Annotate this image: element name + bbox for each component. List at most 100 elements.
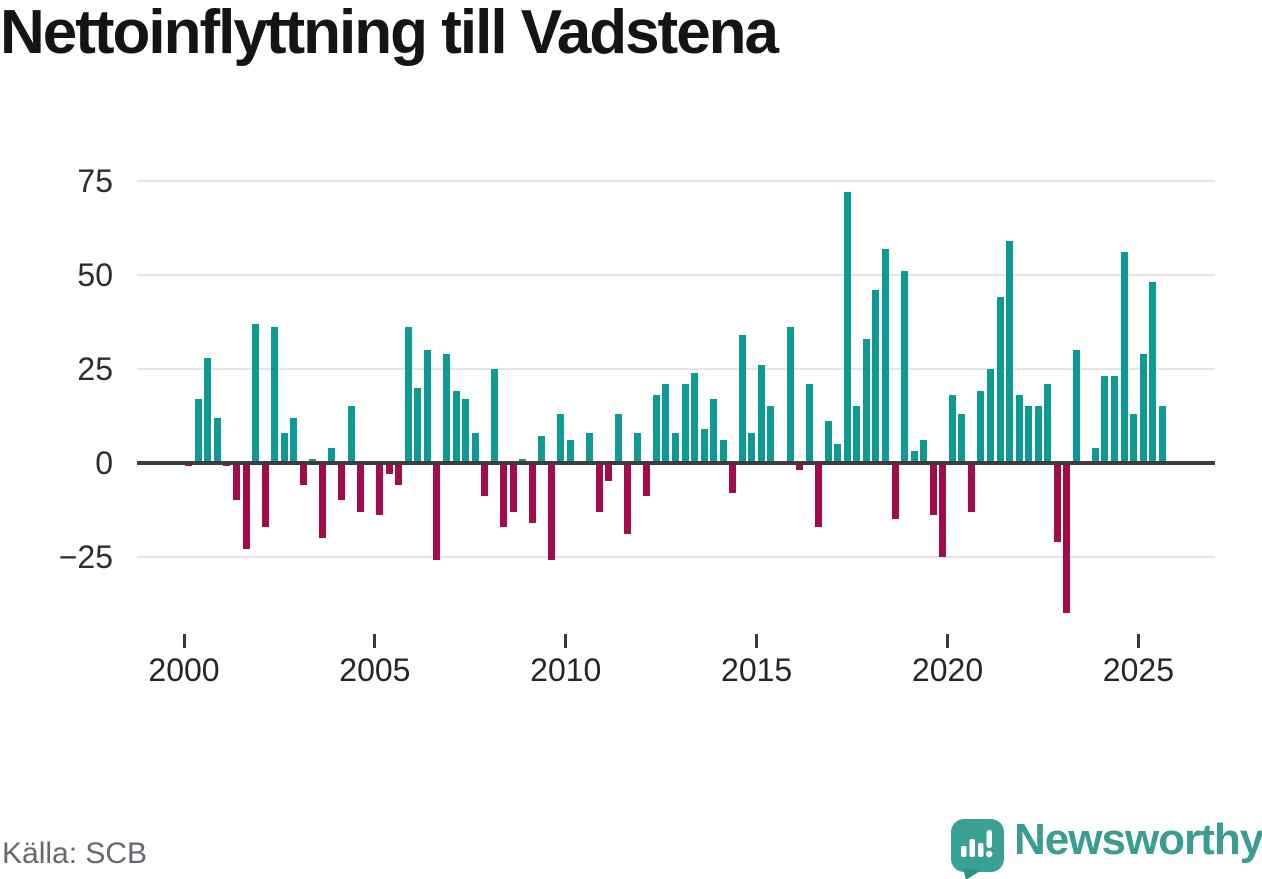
bar-2024q3 bbox=[1120, 252, 1128, 463]
bar-2008q2 bbox=[500, 462, 508, 527]
bar-2018q1 bbox=[872, 289, 880, 463]
bar-2007q4 bbox=[481, 462, 489, 497]
bar-2021q4 bbox=[1015, 395, 1023, 463]
bar-2012q3 bbox=[662, 383, 670, 463]
bar-2015q1 bbox=[757, 365, 765, 463]
bar-2002q4 bbox=[290, 417, 298, 463]
bar-2022q1 bbox=[1025, 406, 1033, 463]
x-axis-tick bbox=[182, 634, 186, 648]
bar-2014q1 bbox=[719, 440, 727, 463]
bar-2025q1 bbox=[1139, 353, 1147, 463]
bar-2001q3 bbox=[242, 462, 250, 550]
bar-2024q2 bbox=[1111, 376, 1119, 463]
bar-2007q3 bbox=[471, 432, 479, 463]
x-axis-label: 2005 bbox=[339, 652, 411, 688]
bar-2009q2 bbox=[538, 436, 546, 463]
bar-2014q4 bbox=[748, 432, 756, 463]
bar-2001q2 bbox=[232, 462, 240, 501]
y-axis-label: 75 bbox=[77, 162, 113, 199]
bar-2002q1 bbox=[261, 462, 269, 527]
bar-2001q4 bbox=[252, 323, 260, 463]
bar-2006q2 bbox=[423, 350, 431, 463]
bar-2011q3 bbox=[624, 462, 632, 535]
bar-2019q4 bbox=[939, 462, 947, 557]
y-axis-label: −25 bbox=[58, 538, 113, 575]
bar-2005q3 bbox=[395, 462, 403, 486]
bar-2016q4 bbox=[824, 421, 832, 463]
bar-2014q2 bbox=[729, 462, 737, 493]
bar-2013q2 bbox=[691, 372, 699, 463]
bar-2012q1 bbox=[643, 462, 651, 497]
bar-2017q3 bbox=[853, 406, 861, 463]
bar-2025q3 bbox=[1158, 406, 1166, 463]
bar-2005q4 bbox=[404, 327, 412, 463]
gridline bbox=[137, 367, 1215, 370]
bar-2006q1 bbox=[414, 387, 422, 463]
bar-2000q3 bbox=[204, 357, 212, 463]
bar-2022q4 bbox=[1053, 462, 1061, 542]
x-axis-tick bbox=[755, 634, 759, 648]
bar-2007q2 bbox=[462, 398, 470, 463]
bar-2020q1 bbox=[948, 395, 956, 463]
bar-2006q3 bbox=[433, 462, 441, 561]
bar-2023q4 bbox=[1091, 447, 1099, 463]
bar-2008q3 bbox=[509, 462, 517, 512]
x-axis-tick bbox=[564, 634, 568, 648]
bar-2021q3 bbox=[1006, 241, 1014, 463]
bar-2010q4 bbox=[595, 462, 603, 512]
bar-2012q2 bbox=[652, 395, 660, 463]
y-axis-label: 0 bbox=[95, 444, 113, 481]
x-axis-label: 2000 bbox=[148, 652, 220, 688]
y-axis-label: 25 bbox=[77, 350, 113, 387]
bar-2018q3 bbox=[891, 462, 899, 520]
bar-2008q1 bbox=[490, 368, 498, 463]
bar-2016q3 bbox=[815, 462, 823, 527]
bar-2022q2 bbox=[1034, 406, 1042, 463]
bar-2013q4 bbox=[710, 398, 718, 463]
x-axis-tick bbox=[946, 634, 950, 648]
bar-2025q2 bbox=[1149, 282, 1157, 463]
source-caption: Källa: SCB bbox=[2, 837, 148, 870]
bar-2011q1 bbox=[605, 462, 613, 482]
bar-2017q4 bbox=[862, 338, 870, 463]
x-axis-tick bbox=[373, 634, 377, 648]
bar-2016q1 bbox=[796, 462, 804, 471]
bar-2009q1 bbox=[528, 462, 536, 523]
newsworthy-wordmark: Newsworthy bbox=[1014, 815, 1262, 864]
gridline bbox=[137, 273, 1215, 276]
bar-2005q2 bbox=[385, 462, 393, 474]
chart-title: Nettoinflyttning till Vadstena bbox=[0, 0, 779, 67]
bar-2024q4 bbox=[1130, 413, 1138, 463]
bar-2007q1 bbox=[452, 391, 460, 463]
bar-2019q2 bbox=[920, 440, 928, 463]
bar-2011q4 bbox=[633, 432, 641, 463]
bar-2022q3 bbox=[1044, 383, 1052, 463]
zero-axis-line bbox=[137, 460, 1215, 465]
bar-2018q2 bbox=[881, 248, 889, 463]
x-axis-label: 2025 bbox=[1102, 652, 1174, 688]
bar-2021q1 bbox=[986, 368, 994, 463]
bar-2015q2 bbox=[767, 406, 775, 463]
bar-2013q1 bbox=[681, 383, 689, 463]
bar-2020q3 bbox=[967, 462, 975, 512]
bar-2011q2 bbox=[614, 413, 622, 463]
bar-2021q2 bbox=[996, 297, 1004, 463]
x-axis-label: 2020 bbox=[911, 652, 984, 688]
bar-2005q1 bbox=[376, 462, 384, 516]
gridline bbox=[137, 555, 1215, 558]
bar-2012q4 bbox=[672, 432, 680, 463]
bar-2003q4 bbox=[328, 447, 336, 463]
y-axis-label: 50 bbox=[77, 256, 113, 293]
bar-2004q2 bbox=[347, 406, 355, 463]
newsworthy-logo-icon bbox=[951, 819, 1004, 879]
bar-2023q2 bbox=[1072, 350, 1080, 463]
bar-2000q4 bbox=[213, 417, 221, 463]
bar-2019q1 bbox=[910, 451, 918, 463]
bar-2016q2 bbox=[805, 383, 813, 463]
bar-2004q3 bbox=[357, 462, 365, 512]
x-axis-label: 2010 bbox=[530, 652, 602, 688]
bar-2018q4 bbox=[901, 271, 909, 463]
bar-2009q3 bbox=[547, 462, 555, 561]
